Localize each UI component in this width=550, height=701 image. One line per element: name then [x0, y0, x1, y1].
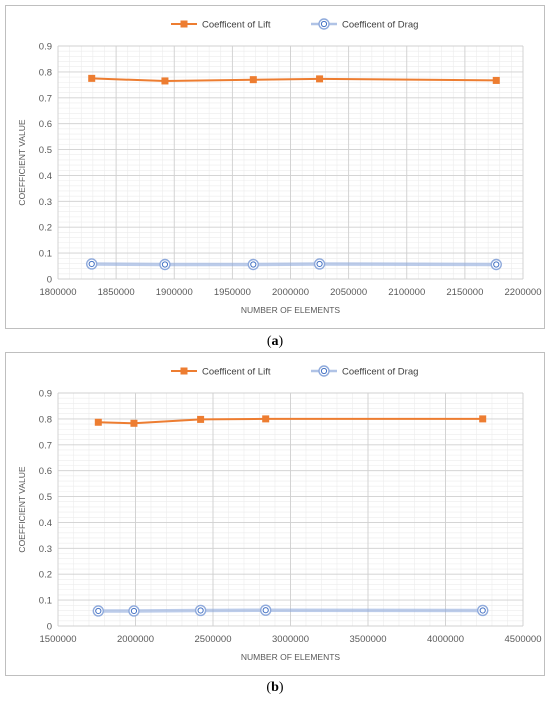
series-drag	[92, 604, 489, 617]
x-tick-label: 1950000	[214, 287, 251, 298]
x-tick-label: 2050000	[330, 287, 367, 298]
legend-marker-drag-inner	[320, 20, 328, 28]
major-grid	[57, 392, 524, 627]
y-tick-label: 0.9	[39, 389, 52, 400]
chart-b: 1500000 2000000 2500000 3000000 3500000 40000…	[17, 365, 542, 662]
y-tick-label: 0.3	[39, 544, 52, 555]
x-tick-label: 4000000	[427, 634, 464, 645]
series-lift	[88, 74, 500, 85]
y-axis-title: COEFFICIENT VALUE	[17, 466, 27, 552]
data-point-drag	[313, 258, 326, 270]
legend-entry-lift: Coefficent of Lift	[171, 20, 271, 31]
series-line	[98, 608, 483, 613]
x-tick-label: 3000000	[272, 634, 309, 645]
x-tick-label: 1800000	[40, 287, 77, 298]
x-tick-label: 4500000	[505, 634, 542, 645]
data-point-lift	[249, 76, 257, 84]
y-tick-label: 0.8	[39, 67, 52, 78]
data-point-drag	[86, 258, 98, 270]
y-tick-label: 0.6	[39, 466, 52, 477]
data-point-drag	[92, 605, 105, 617]
y-tick-label: 0.5	[39, 492, 52, 503]
legend-entry-lift: Coefficent of Lift	[171, 367, 271, 378]
y-tick-label: 0.7	[39, 440, 52, 451]
y-tick-label: 0.8	[39, 414, 52, 425]
x-tick-label: 2150000	[446, 287, 483, 298]
y-tick-label: 0.6	[39, 119, 52, 130]
y-tick-label: 0.3	[39, 197, 52, 208]
x-tick-label: 3500000	[350, 634, 387, 645]
legend-label-drag: Coefficent of Drag	[342, 367, 418, 378]
data-point-drag	[194, 604, 207, 617]
y-tick-label: 0.2	[39, 223, 52, 234]
legend-label-lift: Coefficent of Lift	[202, 367, 271, 378]
legend: Coefficent of Lift Coefficent of Drag	[171, 18, 418, 31]
data-point-lift	[316, 75, 324, 83]
legend-marker-drag-inner	[320, 367, 328, 375]
data-point-lift	[197, 415, 205, 423]
legend-label-lift: Coefficent of Lift	[202, 20, 271, 31]
data-point-drag	[159, 258, 171, 271]
y-tick-label: 0.1	[39, 249, 52, 260]
y-tick-label: 0.1	[39, 596, 52, 607]
y-tick-label: 0.4	[39, 171, 52, 182]
data-point-drag	[477, 604, 489, 617]
x-tick-label: 2200000	[505, 287, 542, 298]
y-tick-label: 0	[47, 275, 52, 286]
legend-marker-lift	[180, 20, 188, 28]
caption-b-label: b	[271, 680, 279, 695]
y-tick-label: 0	[47, 622, 52, 633]
legend-marker-drag	[318, 365, 330, 377]
data-point-drag	[247, 258, 260, 271]
data-point-lift	[492, 76, 500, 84]
series-line	[91, 262, 497, 267]
series-drag	[86, 258, 502, 271]
data-point-drag	[260, 604, 272, 616]
x-axis-title: NUMBER OF ELEMENTS	[241, 305, 341, 315]
caption-b: (b)	[266, 680, 284, 695]
data-point-lift	[262, 415, 270, 423]
legend-label-drag: Coefficent of Drag	[342, 20, 418, 31]
series-line	[91, 77, 497, 83]
data-point-lift	[161, 77, 169, 85]
data-point-lift	[88, 74, 96, 82]
data-point-lift	[479, 415, 487, 423]
y-axis-title: COEFFICIENT VALUE	[17, 119, 27, 205]
legend-entry-drag: Coefficent of Drag	[311, 365, 418, 378]
y-tick-label: 0.2	[39, 570, 52, 581]
legend-entry-drag: Coefficent of Drag	[311, 18, 418, 31]
x-tick-label: 1900000	[156, 287, 193, 298]
y-tick-label: 0.5	[39, 145, 52, 156]
x-tick-label: 2000000	[117, 634, 154, 645]
x-tick-label: 2000000	[272, 287, 309, 298]
y-tick-label: 0.9	[39, 42, 52, 53]
x-axis-title: NUMBER OF ELEMENTS	[241, 652, 341, 662]
x-tick-label: 2500000	[195, 634, 232, 645]
x-tick-label: 1850000	[98, 287, 135, 298]
caption-a: (a)	[266, 334, 284, 349]
data-point-drag	[128, 605, 140, 617]
chart-a: 1800000 1850000 1900000 1950000 2000000 20500…	[17, 18, 542, 315]
chart-panel-b: 1500000 2000000 2500000 3000000 3500000 40000…	[5, 352, 545, 676]
series-lift	[94, 415, 487, 427]
data-point-lift	[94, 418, 102, 426]
caption-a-label: a	[271, 334, 279, 349]
legend-marker-lift	[180, 367, 188, 375]
y-tick-label: 0.4	[39, 518, 52, 529]
major-grid	[57, 45, 524, 280]
chart-panel-a: 1800000 1850000 1900000 1950000 2000000 20500…	[5, 5, 545, 329]
legend: Coefficent of Lift Coefficent of Drag	[171, 365, 418, 378]
x-tick-label: 1500000	[40, 634, 77, 645]
legend-marker-drag	[318, 18, 330, 30]
data-point-drag	[490, 258, 502, 271]
y-tick-label: 0.7	[39, 93, 52, 104]
x-tick-label: 2100000	[388, 287, 425, 298]
data-point-lift	[130, 419, 138, 427]
